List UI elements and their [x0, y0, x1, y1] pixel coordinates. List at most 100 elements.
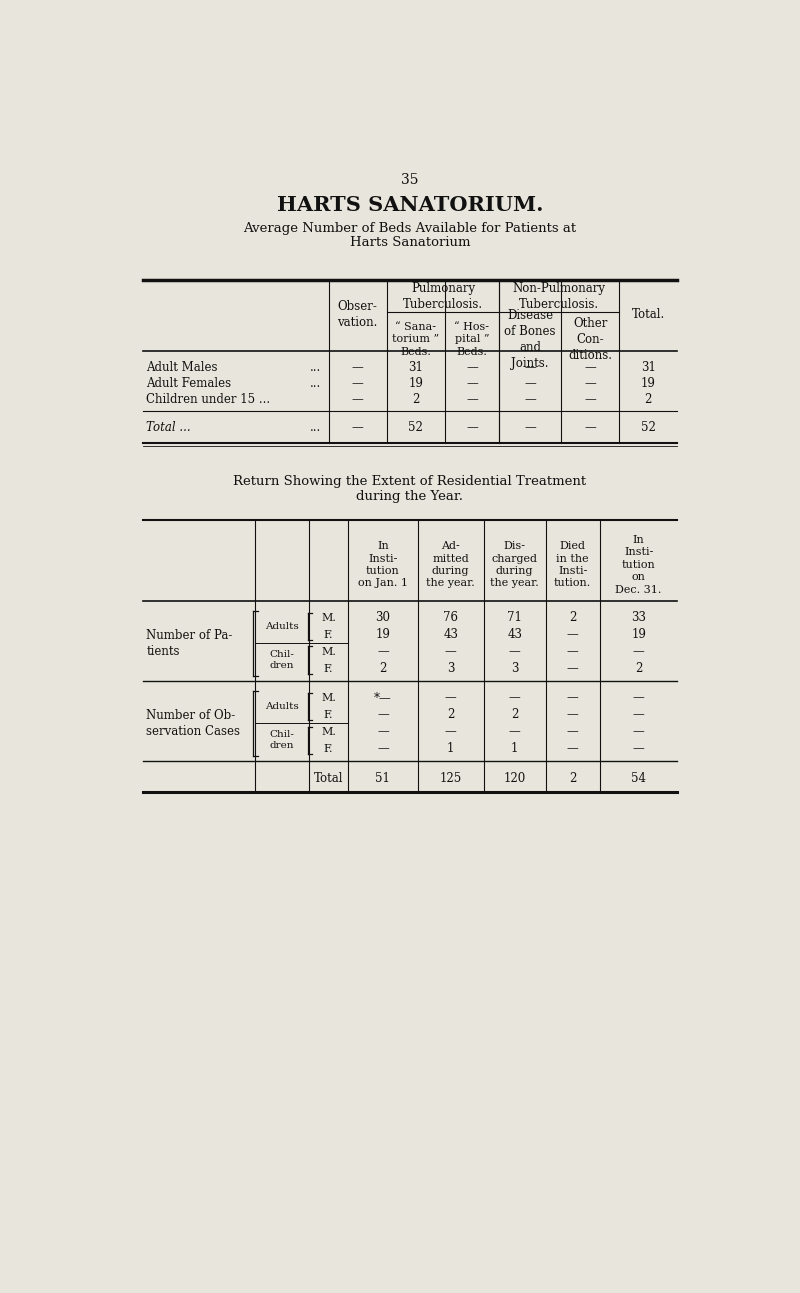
Text: —: — — [377, 742, 389, 755]
Text: —: — — [567, 662, 578, 675]
Text: 43: 43 — [507, 628, 522, 641]
Text: ...: ... — [310, 361, 321, 374]
Text: 43: 43 — [443, 628, 458, 641]
Text: Total.: Total. — [632, 308, 665, 321]
Text: Adult Females: Adult Females — [146, 378, 232, 390]
Text: “ Sana-
torium ”
Beds.: “ Sana- torium ” Beds. — [392, 322, 439, 357]
Text: 52: 52 — [641, 422, 656, 434]
Text: 125: 125 — [439, 772, 462, 785]
Text: Harts Sanatorium: Harts Sanatorium — [350, 235, 470, 248]
Text: M.: M. — [321, 727, 336, 737]
Text: —: — — [567, 692, 578, 705]
Text: 30: 30 — [375, 612, 390, 625]
Text: Total ...: Total ... — [146, 422, 191, 434]
Text: —: — — [524, 422, 536, 434]
Text: 54: 54 — [631, 772, 646, 785]
Text: ...: ... — [310, 422, 321, 434]
Text: *—: *— — [374, 692, 392, 705]
Text: 2: 2 — [569, 772, 577, 785]
Text: —: — — [633, 709, 645, 721]
Text: —: — — [633, 725, 645, 738]
Text: —: — — [509, 725, 521, 738]
Text: 3: 3 — [447, 662, 454, 675]
Text: Non-Pulmonary
Tuberculosis.: Non-Pulmonary Tuberculosis. — [513, 282, 606, 312]
Text: 120: 120 — [503, 772, 526, 785]
Text: Chil-
dren: Chil- dren — [270, 650, 294, 670]
Text: —: — — [352, 422, 363, 434]
Text: M.: M. — [321, 646, 336, 657]
Text: F.: F. — [324, 743, 334, 754]
Text: 2: 2 — [511, 709, 518, 721]
Text: —: — — [377, 709, 389, 721]
Text: —: — — [445, 692, 457, 705]
Text: 19: 19 — [641, 378, 656, 390]
Text: Return Showing the Extent of Residential Treatment: Return Showing the Extent of Residential… — [234, 475, 586, 489]
Text: 1: 1 — [511, 742, 518, 755]
Text: Other
Con-
ditions.: Other Con- ditions. — [568, 317, 612, 362]
Text: Pulmonary
Tuberculosis.: Pulmonary Tuberculosis. — [403, 282, 483, 312]
Text: 1: 1 — [447, 742, 454, 755]
Text: F.: F. — [324, 630, 334, 640]
Text: —: — — [509, 645, 521, 658]
Text: Adult Males: Adult Males — [146, 361, 218, 374]
Text: —: — — [524, 361, 536, 374]
Text: Disease
of Bones
and
Joints.: Disease of Bones and Joints. — [504, 309, 556, 370]
Text: —: — — [466, 378, 478, 390]
Text: —: — — [567, 725, 578, 738]
Text: 2: 2 — [379, 662, 386, 675]
Text: —: — — [633, 692, 645, 705]
Text: —: — — [633, 645, 645, 658]
Text: —: — — [509, 692, 521, 705]
Text: —: — — [584, 361, 596, 374]
Text: 19: 19 — [631, 628, 646, 641]
Text: —: — — [466, 422, 478, 434]
Text: 19: 19 — [408, 378, 423, 390]
Text: M.: M. — [321, 613, 336, 623]
Text: F.: F. — [324, 663, 334, 674]
Text: —: — — [377, 725, 389, 738]
Text: “ Hos-
pital ”
Beds.: “ Hos- pital ” Beds. — [454, 322, 490, 357]
Text: —: — — [445, 645, 457, 658]
Text: Ad-
mitted
during
the year.: Ad- mitted during the year. — [426, 542, 475, 588]
Text: Children under 15 ...: Children under 15 ... — [146, 393, 270, 406]
Text: 2: 2 — [645, 393, 652, 406]
Text: —: — — [567, 742, 578, 755]
Text: —: — — [567, 628, 578, 641]
Text: F.: F. — [324, 710, 334, 720]
Text: —: — — [466, 361, 478, 374]
Text: Number of Ob-
servation Cases: Number of Ob- servation Cases — [146, 709, 241, 738]
Text: —: — — [567, 645, 578, 658]
Text: 76: 76 — [443, 612, 458, 625]
Text: 71: 71 — [507, 612, 522, 625]
Text: Adults: Adults — [266, 622, 299, 631]
Text: 2: 2 — [412, 393, 419, 406]
Text: —: — — [466, 393, 478, 406]
Text: —: — — [633, 742, 645, 755]
Text: Dis-
charged
during
the year.: Dis- charged during the year. — [490, 542, 539, 588]
Text: 2: 2 — [569, 612, 577, 625]
Text: Total: Total — [314, 772, 343, 785]
Text: Adults: Adults — [266, 702, 299, 711]
Text: 35: 35 — [402, 173, 418, 186]
Text: 3: 3 — [511, 662, 518, 675]
Text: 52: 52 — [408, 422, 423, 434]
Text: —: — — [524, 393, 536, 406]
Text: —: — — [352, 361, 363, 374]
Text: HARTS SANATORIUM.: HARTS SANATORIUM. — [277, 195, 543, 215]
Text: —: — — [567, 709, 578, 721]
Text: M.: M. — [321, 693, 336, 703]
Text: Died
in the
Insti-
tution.: Died in the Insti- tution. — [554, 542, 591, 588]
Text: —: — — [584, 393, 596, 406]
Text: Average Number of Beds Available for Patients at: Average Number of Beds Available for Pat… — [243, 222, 577, 235]
Text: In
Insti-
tution
on
Dec. 31.: In Insti- tution on Dec. 31. — [615, 535, 662, 595]
Text: 51: 51 — [375, 772, 390, 785]
Text: —: — — [377, 645, 389, 658]
Text: —: — — [524, 378, 536, 390]
Text: Number of Pa-
tients: Number of Pa- tients — [146, 628, 233, 658]
Text: 31: 31 — [408, 361, 423, 374]
Text: 19: 19 — [375, 628, 390, 641]
Text: Obser-
vation.: Obser- vation. — [338, 300, 378, 328]
Text: —: — — [352, 378, 363, 390]
Text: —: — — [352, 393, 363, 406]
Text: In
Insti-
tution
on Jan. 1: In Insti- tution on Jan. 1 — [358, 542, 408, 588]
